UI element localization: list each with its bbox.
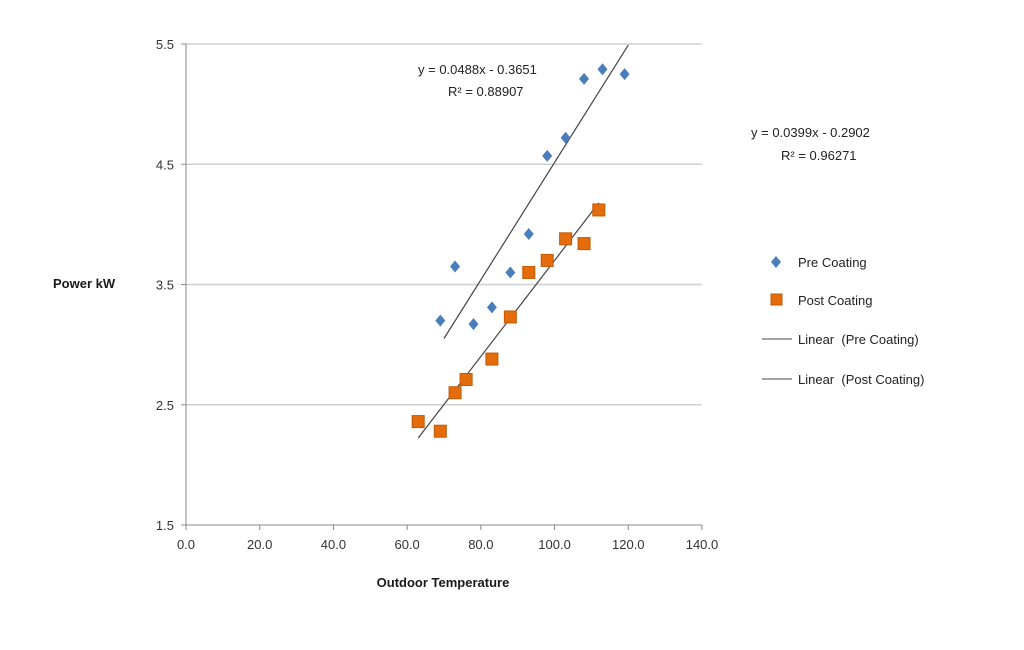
post-coating-point <box>459 372 473 386</box>
pre-coating-point <box>450 260 461 273</box>
trendlines <box>417 44 629 439</box>
post-coating-point <box>433 424 447 438</box>
y-tick-label: 2.5 <box>156 398 174 413</box>
x-tick-label: 100.0 <box>538 537 571 552</box>
post-coating-point <box>577 237 591 251</box>
pre-coating-point <box>468 318 479 331</box>
x-tick-label: 20.0 <box>247 537 272 552</box>
trendline-pre-coating <box>443 44 629 339</box>
post-coating-point <box>522 265 536 279</box>
legend-pre-coating-marker <box>771 256 781 268</box>
legend: Pre Coating Post Coating Linear (Pre Coa… <box>762 255 924 387</box>
legend-post-coating-label: Post Coating <box>798 293 872 308</box>
x-tick-label: 60.0 <box>394 537 419 552</box>
y-tick-label: 1.5 <box>156 518 174 533</box>
post-coating-r2: R² = 0.96271 <box>781 148 857 163</box>
post-coating-equation: y = 0.0399x - 0.2902 <box>751 125 870 140</box>
x-axis-title: Outdoor Temperature <box>377 575 510 590</box>
legend-pre-coating-label: Pre Coating <box>798 255 867 270</box>
pre-coating-equation: y = 0.0488x - 0.3651 <box>418 62 537 77</box>
y-tick-label: 4.5 <box>156 157 174 172</box>
legend-linear-post-label: Linear (Post Coating) <box>798 372 924 387</box>
post-coating-point <box>592 203 606 217</box>
pre-coating-point <box>505 266 516 279</box>
y-tick-label: 3.5 <box>156 278 174 293</box>
x-tick-label: 120.0 <box>612 537 645 552</box>
pre-coating-point <box>542 149 553 162</box>
post-coating-point <box>448 386 462 400</box>
pre-coating-point <box>486 301 497 314</box>
gridlines <box>186 43 702 406</box>
post-coating-point <box>503 310 517 324</box>
post-coating-point <box>411 415 425 429</box>
y-axis-title: Power kW <box>53 276 116 291</box>
legend-post-coating-marker <box>770 293 783 306</box>
x-tick-label: 40.0 <box>321 537 346 552</box>
pre-coating-point <box>560 131 571 144</box>
legend-linear-pre-label: Linear (Pre Coating) <box>798 332 919 347</box>
x-tick-label: 80.0 <box>468 537 493 552</box>
pre-coating-point <box>523 227 534 240</box>
data-points <box>411 63 630 438</box>
pre-coating-point <box>579 72 590 85</box>
x-tick-label: 140.0 <box>686 537 719 552</box>
pre-coating-point <box>619 68 630 81</box>
pre-coating-r2: R² = 0.88907 <box>448 84 524 99</box>
post-coating-point <box>559 232 573 246</box>
axes: 1.5 2.5 3.5 4.5 5.5 0.0 20.0 40.0 60.0 80.0 100.0 1… <box>156 37 718 552</box>
y-tick-label: 5.5 <box>156 37 174 52</box>
pre-coating-point <box>597 63 608 76</box>
post-coating-point <box>540 253 554 267</box>
pre-coating-point <box>435 314 446 327</box>
post-coating-point <box>485 352 499 366</box>
x-tick-label: 0.0 <box>177 537 195 552</box>
